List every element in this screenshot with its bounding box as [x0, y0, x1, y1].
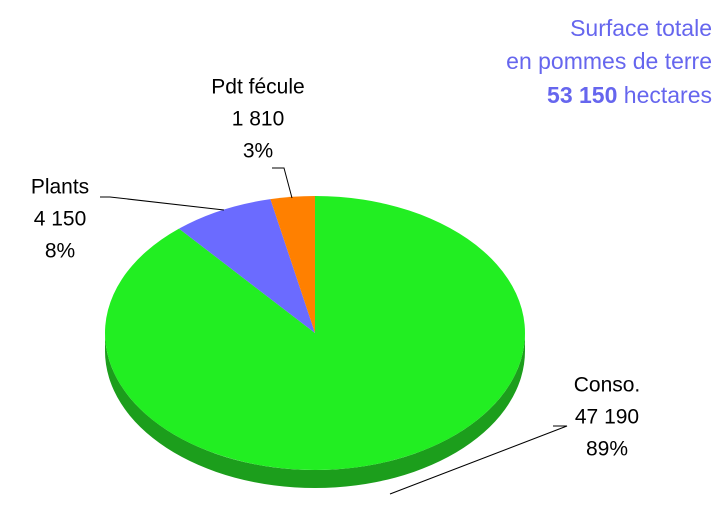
leader-line: [100, 196, 225, 211]
leader-line: [272, 167, 293, 199]
total-unit: hectares: [624, 82, 712, 108]
slice-label: Plants: [31, 176, 89, 199]
total-value: 53 150: [547, 82, 617, 108]
percent-label: 8%: [45, 240, 75, 263]
slice: [105, 196, 526, 470]
percent-label: 89%: [586, 438, 628, 461]
slice-label: Pdt fécule: [211, 76, 304, 99]
slice: [178, 199, 315, 333]
chart-total: 53 150 hectares: [547, 82, 712, 108]
percent-label: 3%: [243, 140, 273, 163]
leader-line: [389, 425, 568, 495]
slice: [270, 196, 315, 333]
value-label: 4 150: [34, 208, 87, 231]
value-label: 1 810: [232, 108, 285, 131]
value-label: 47 190: [575, 406, 639, 429]
chart-title: Surface totale: [570, 15, 712, 41]
slice-label: Conso.: [574, 374, 641, 397]
chart-title: en pommes de terre: [506, 48, 712, 74]
